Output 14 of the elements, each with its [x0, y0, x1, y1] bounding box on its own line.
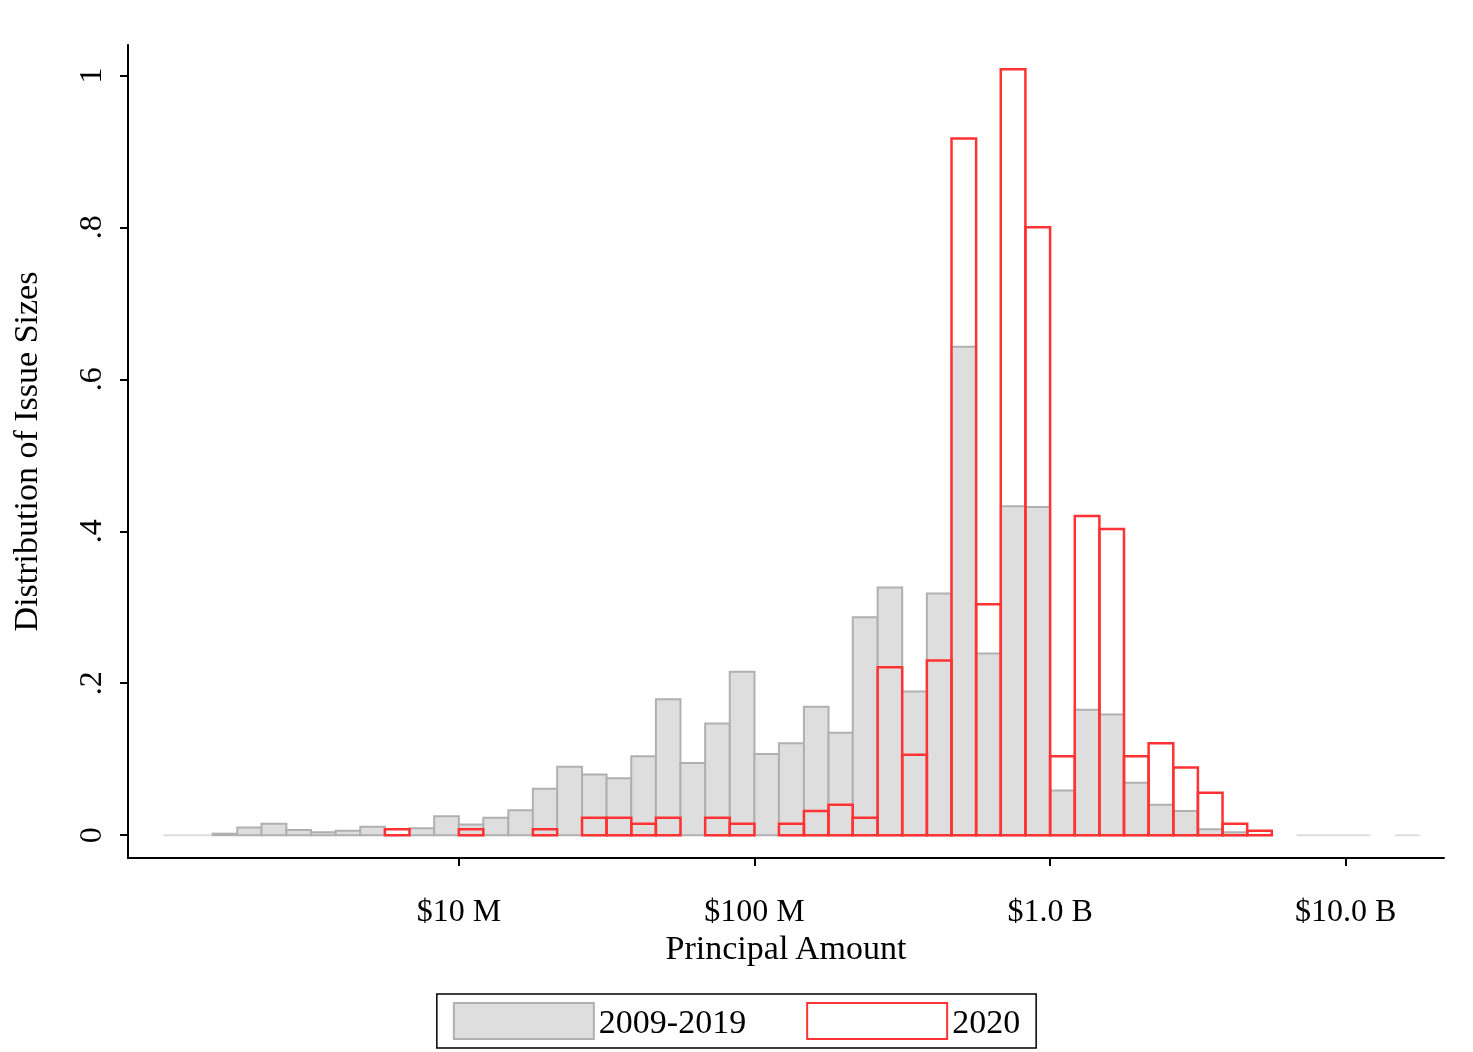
- y-tick-label: .4: [72, 519, 108, 544]
- legend-label: 2009-2019: [598, 1002, 747, 1040]
- y-tick-label: 1: [72, 67, 108, 84]
- y-tick-label: 0: [72, 827, 108, 844]
- y-axis-title: Distribution of Issue Sizes: [6, 271, 44, 632]
- x-tick-label: $10.0 B: [1295, 892, 1397, 928]
- x-tick-label: $100 M: [704, 892, 805, 928]
- x-axis-title: Principal Amount: [665, 929, 907, 967]
- y-tick-label: .8: [72, 215, 108, 240]
- y-tick-label: .2: [72, 671, 108, 696]
- x-tick-label: $1.0 B: [1007, 892, 1093, 928]
- legend-label: 2020: [952, 1002, 1021, 1040]
- x-tick-label: $10 M: [416, 892, 502, 928]
- y-tick-label: .6: [72, 367, 108, 392]
